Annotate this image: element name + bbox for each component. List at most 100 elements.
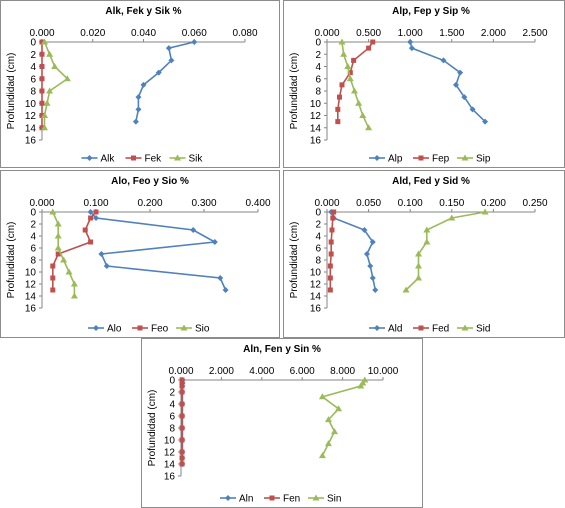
data-point xyxy=(39,88,45,94)
y-tick-label: 14 xyxy=(310,292,322,303)
legend-label: Sio xyxy=(195,324,210,335)
series-sik xyxy=(41,38,71,131)
series-fek xyxy=(39,39,45,131)
legend-item-fep: Fep xyxy=(413,154,450,165)
data-point xyxy=(103,263,110,269)
legend-marker xyxy=(174,154,181,161)
data-point xyxy=(93,215,99,221)
x-tick-label: 2.000 xyxy=(209,366,234,377)
data-point xyxy=(135,94,142,101)
data-point xyxy=(54,244,62,251)
x-tick-label: 8.000 xyxy=(330,366,355,377)
data-point xyxy=(165,45,172,52)
series-fed xyxy=(327,209,337,293)
data-point xyxy=(338,38,346,45)
y-tick-label: 14 xyxy=(164,460,176,471)
y-tick-label: 0 xyxy=(169,376,175,387)
y-tick-label: 10 xyxy=(310,99,322,110)
data-point xyxy=(190,227,197,233)
data-point xyxy=(222,287,229,293)
legend-marker xyxy=(93,325,99,331)
y-tick-label: 14 xyxy=(310,123,322,134)
data-point xyxy=(179,437,185,443)
x-tick-label: 2.000 xyxy=(481,28,506,39)
chart-frame xyxy=(0,0,280,168)
data-point xyxy=(367,263,374,269)
series-sip xyxy=(338,38,373,131)
data-point xyxy=(46,87,54,94)
legend-label: Ald xyxy=(388,324,402,335)
data-point xyxy=(179,413,185,419)
data-point xyxy=(415,262,423,269)
y-tick-label: 2 xyxy=(30,220,36,231)
data-point xyxy=(346,75,354,82)
y-tick-label: 6 xyxy=(169,412,175,423)
x-tick-label: 0.500 xyxy=(356,28,381,39)
y-tick-label: 8 xyxy=(315,87,321,98)
chart-title: Ald, Fed y Sid % xyxy=(392,176,470,187)
data-point xyxy=(88,239,94,245)
y-tick-label: 8 xyxy=(315,256,321,267)
y-tick-label: 0 xyxy=(30,208,36,219)
chart-panel-5: Aln, Fen y Sin % 0.000 2.000 4.000 6.000 8.00… xyxy=(141,338,423,508)
data-point xyxy=(369,239,376,245)
legend-label: Alk xyxy=(101,154,116,165)
data-point xyxy=(70,292,78,299)
chart-frame xyxy=(283,170,565,338)
data-point xyxy=(132,118,139,125)
x-tick-label: 0.400 xyxy=(245,198,270,209)
data-point xyxy=(469,106,476,113)
data-point xyxy=(39,100,45,106)
y-tick-label: 8 xyxy=(30,87,36,98)
x-tick-label: 0.250 xyxy=(522,198,547,209)
data-point xyxy=(140,81,147,88)
data-point xyxy=(328,239,334,245)
data-point xyxy=(327,263,333,269)
y-tick-label: 10 xyxy=(25,99,37,110)
x-tick-label: 0.150 xyxy=(439,198,464,209)
y-axis-label: Profundidad (cm) xyxy=(289,53,300,130)
data-point xyxy=(369,275,376,281)
series-alk xyxy=(132,39,198,125)
y-tick-label: 8 xyxy=(169,424,175,435)
data-point xyxy=(324,440,332,447)
legend-item-aln: Aln xyxy=(220,494,253,505)
data-point xyxy=(457,69,464,76)
series-alo xyxy=(87,209,229,293)
legend-label: Sik xyxy=(189,154,204,165)
legend-marker xyxy=(374,325,380,331)
data-point xyxy=(372,287,379,293)
x-tick-label: 0.000 xyxy=(29,198,54,209)
data-point xyxy=(361,227,368,233)
x-tick-label: 0.080 xyxy=(232,28,257,39)
chart-panel-4: Ald, Fed y Sid % 0.000 0.050 0.100 0.150 0.20… xyxy=(283,170,565,338)
data-point xyxy=(217,275,224,281)
data-point xyxy=(335,119,341,125)
y-tick-label: 2 xyxy=(315,50,321,61)
legend-label: Sid xyxy=(476,324,490,335)
x-tick-label: 0.300 xyxy=(191,198,216,209)
data-point xyxy=(440,57,447,64)
legend-marker xyxy=(137,325,143,331)
data-point xyxy=(211,239,218,245)
data-point xyxy=(60,256,68,263)
x-tick-label: 0.100 xyxy=(83,198,108,209)
data-point xyxy=(336,94,342,100)
y-axis-label: Profundidad (cm) xyxy=(6,222,17,299)
x-tick-label: 10.000 xyxy=(368,366,399,377)
data-point xyxy=(70,280,78,287)
y-tick-label: 6 xyxy=(315,244,321,255)
y-tick-label: 4 xyxy=(169,400,175,411)
data-point xyxy=(88,215,94,221)
data-point xyxy=(50,263,56,269)
chart-frame xyxy=(283,0,565,168)
legend-label: Fed xyxy=(432,324,449,335)
data-point xyxy=(82,227,88,233)
chart-title: Alo, Feo y Sio % xyxy=(111,176,189,187)
legend-label: Alo xyxy=(107,324,122,335)
legend-marker xyxy=(269,495,275,501)
data-point xyxy=(340,50,348,57)
data-point xyxy=(98,251,105,257)
y-tick-label: 16 xyxy=(310,136,322,147)
legend-item-alk: Alk xyxy=(81,154,116,165)
